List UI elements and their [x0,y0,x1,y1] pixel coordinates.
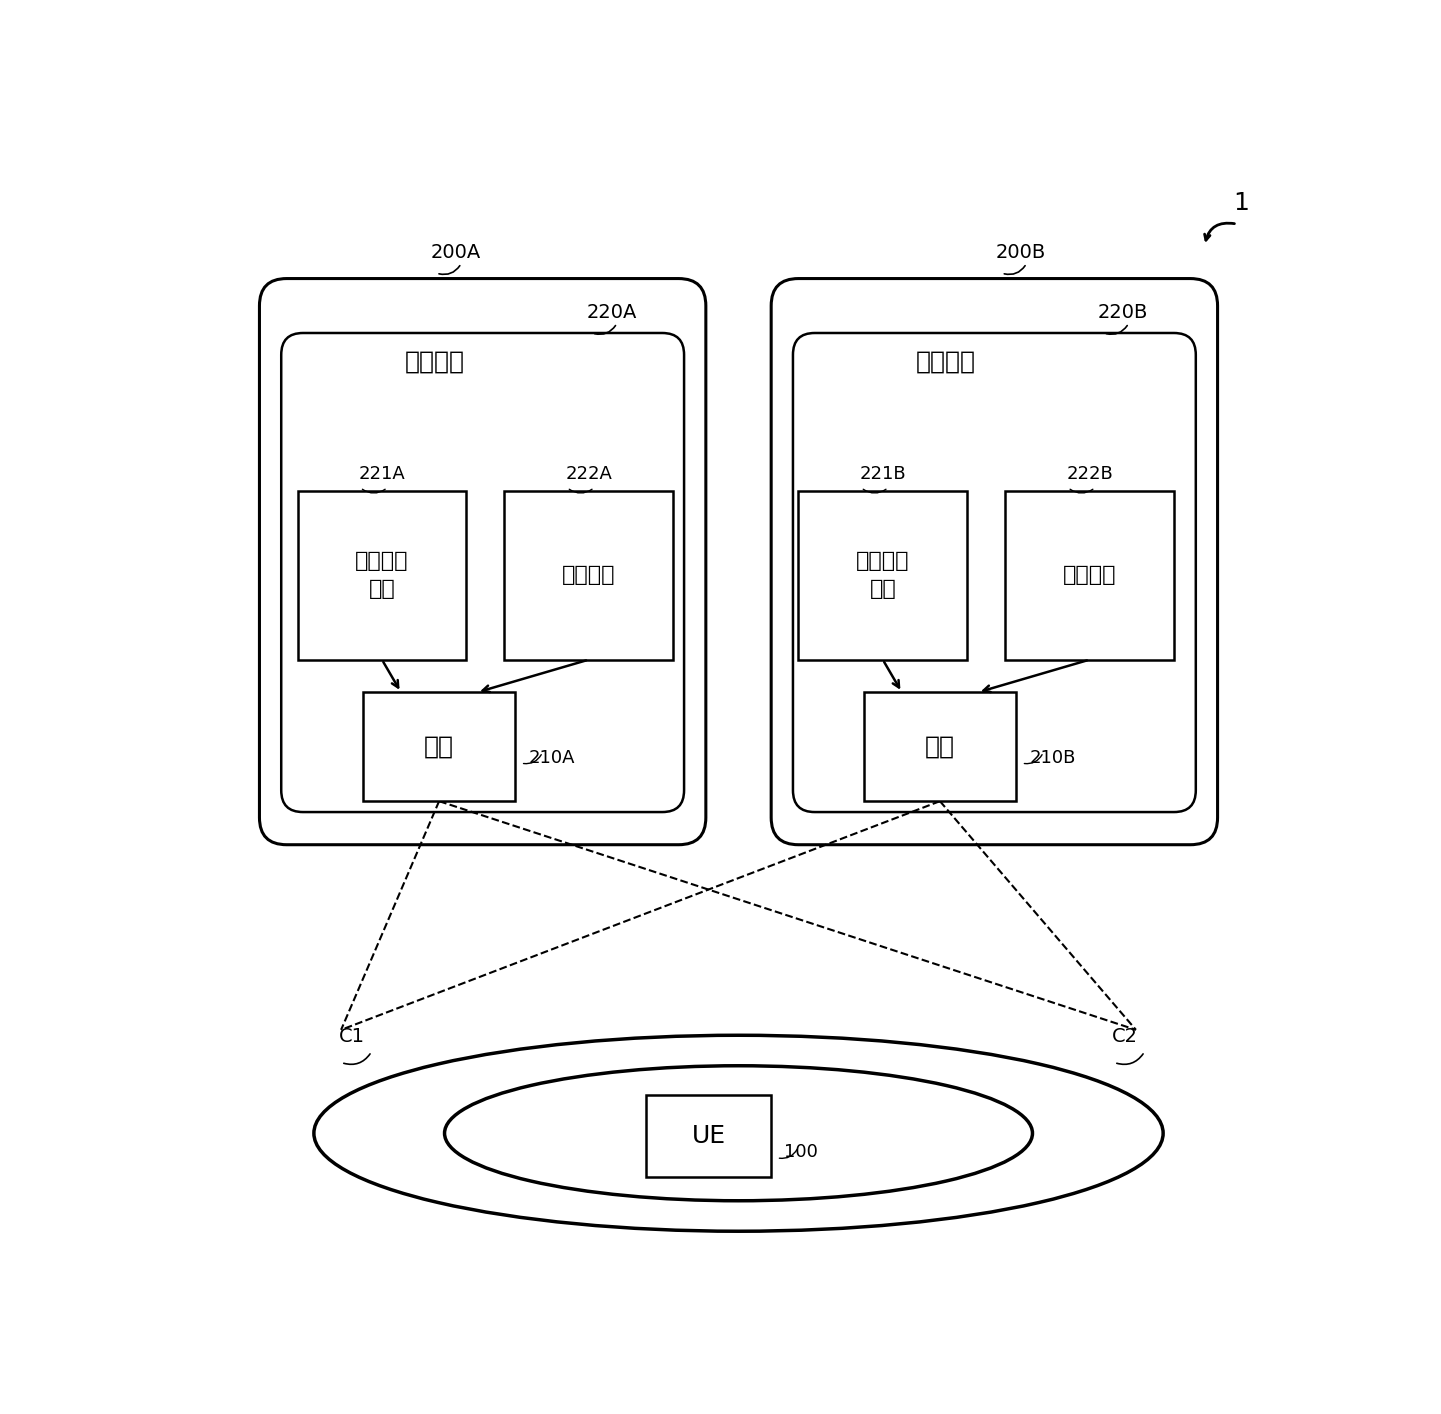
FancyBboxPatch shape [793,334,1196,812]
FancyBboxPatch shape [771,279,1218,844]
Text: C2: C2 [1112,1027,1138,1046]
Bar [863,693,1016,802]
Text: 基站: 基站 [424,735,454,759]
Text: UE: UE [692,1124,726,1148]
Text: 222B: 222B [1066,465,1112,484]
Text: 200B: 200B [996,243,1046,262]
Text: 200A: 200A [431,243,481,262]
Text: 222A: 222A [565,465,612,484]
Text: 100: 100 [784,1144,818,1161]
Text: C1: C1 [339,1027,365,1046]
Text: 220B: 220B [1098,303,1148,322]
Text: 221B: 221B [859,465,906,484]
FancyBboxPatch shape [259,279,706,844]
Bar [297,491,467,659]
Bar [646,1094,771,1176]
Text: 移动管理
装置: 移动管理 装置 [354,551,409,600]
Text: 1: 1 [1233,191,1249,215]
Bar [504,491,673,659]
Text: 第二网络: 第二网络 [916,349,976,373]
Bar [1006,491,1174,659]
Text: 网关装置: 网关装置 [562,566,615,585]
Text: 基站: 基站 [925,735,955,759]
Text: 220A: 220A [586,303,637,322]
FancyBboxPatch shape [281,334,684,812]
Text: 210B: 210B [1029,748,1075,766]
Bar [363,693,516,802]
Text: 221A: 221A [359,465,405,484]
Text: 网关装置: 网关装置 [1063,566,1117,585]
Bar [798,491,967,659]
Text: 移动管理
装置: 移动管理 装置 [856,551,909,600]
Text: 210A: 210A [529,748,575,766]
Text: 第一网络: 第一网络 [405,349,464,373]
